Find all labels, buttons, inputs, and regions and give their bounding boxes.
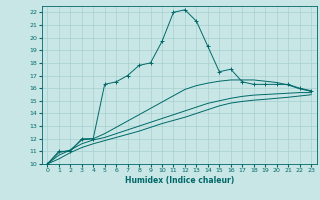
X-axis label: Humidex (Indice chaleur): Humidex (Indice chaleur) (124, 176, 234, 185)
